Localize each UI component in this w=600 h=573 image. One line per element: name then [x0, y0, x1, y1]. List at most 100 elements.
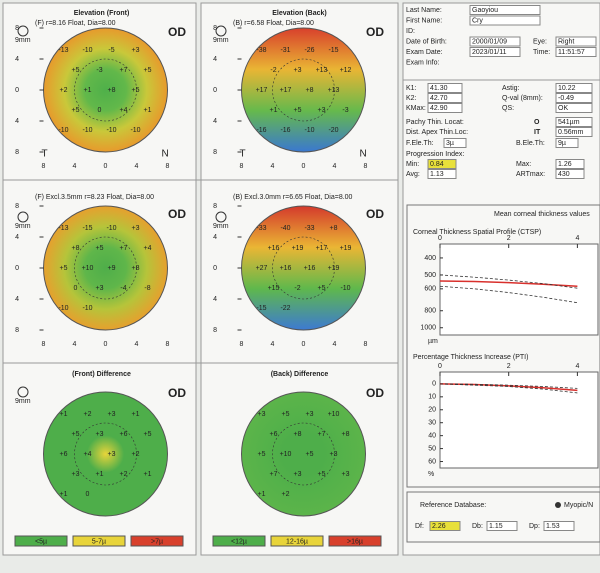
series-line: [439, 383, 578, 389]
value-box: [469, 47, 521, 57]
label: First Name:: [406, 17, 442, 24]
map: [43, 391, 168, 517]
map-value: +13: [328, 87, 340, 94]
chart-title: Corneal Thickness Spatial Profile (CTSP): [413, 229, 541, 236]
map-value: +3: [342, 471, 350, 478]
map-value: -13: [58, 47, 68, 54]
side-label: T: [42, 149, 48, 160]
value: 42.70: [430, 95, 448, 102]
map-value: +3: [294, 471, 302, 478]
eye-label: OD: [168, 207, 186, 221]
legend-label: >16µ: [347, 538, 363, 545]
map-value: +5: [96, 245, 104, 252]
x-tick-label: 4: [135, 341, 139, 348]
map-value: -15: [82, 225, 92, 232]
value: 2000/01/09: [472, 38, 507, 45]
map-ring: [272, 58, 335, 122]
map-value: +1: [96, 471, 104, 478]
map-value: +3: [96, 285, 104, 292]
x-tick-label: 4: [73, 163, 77, 170]
scale-icon: [215, 211, 227, 223]
value-box: [427, 159, 457, 169]
map-value: +2: [282, 491, 290, 498]
map-value: -16: [280, 127, 290, 134]
label: Exam Date:: [406, 49, 443, 56]
x-tick-label: 4: [271, 163, 275, 170]
value: 0.84: [430, 161, 444, 168]
map-value: +16: [280, 265, 292, 272]
x-tick-label: 8: [166, 341, 170, 348]
eye-label: OD: [366, 386, 384, 400]
scale-icon: [17, 386, 29, 398]
map-value: -3: [96, 67, 102, 74]
map-value: -31: [280, 47, 290, 54]
y-tick-label: 800: [424, 308, 436, 315]
map-ring: [272, 422, 335, 486]
map-value: +1: [84, 87, 92, 94]
y-tick-label: 8: [213, 327, 217, 334]
x-tick-label: 2: [507, 363, 511, 370]
label: Avg:: [406, 171, 420, 178]
map-value: +3: [108, 411, 116, 418]
map-value: +5: [72, 107, 80, 114]
x-tick-label: 4: [333, 163, 337, 170]
label: Pachy Thin. Locat:: [406, 119, 464, 126]
label: Exam Info:: [406, 59, 440, 66]
x-tick-label: 0: [302, 163, 306, 170]
scale-label: 9mm: [213, 223, 229, 230]
radio[interactable]: [555, 502, 561, 508]
y-tick-label: 8: [213, 149, 217, 156]
value-box: [555, 117, 593, 127]
y-tick-label: 30: [428, 420, 436, 427]
legend-swatch: [328, 535, 382, 547]
scale-label: 9mm: [15, 37, 31, 44]
legend-swatch: [270, 535, 324, 547]
value: Gaoyiou: [472, 7, 498, 14]
map-value: -4: [120, 285, 126, 292]
map-value: -15: [256, 305, 266, 312]
legend-label: <5µ: [35, 538, 47, 545]
y-tick-label: 4: [213, 296, 217, 303]
map-value: +17: [280, 87, 292, 94]
x-tick-label: 8: [364, 341, 368, 348]
series-line: [439, 285, 578, 304]
map-value: +4: [84, 451, 92, 458]
map-value: +17: [316, 245, 328, 252]
side-label: N: [360, 149, 367, 160]
map-value: +3: [258, 411, 266, 418]
y-tick-label: 20: [428, 407, 436, 414]
map-value: +6: [270, 431, 278, 438]
value: 41.30: [430, 85, 448, 92]
y-tick-label: 1000: [420, 325, 436, 332]
map-value: -8: [144, 285, 150, 292]
map-ring: [272, 236, 335, 300]
value: 42.90: [430, 105, 448, 112]
value-box: [469, 15, 541, 26]
map-value: +7: [120, 67, 128, 74]
value: 1.53: [546, 523, 560, 530]
map-value: -13: [58, 225, 68, 232]
scale-icon: [215, 25, 227, 37]
map-value: +2: [60, 87, 68, 94]
y-tick-label: 8: [15, 25, 19, 32]
series-line: [439, 383, 578, 394]
map-value: -16: [256, 127, 266, 134]
map-value: +3: [294, 67, 302, 74]
map-value: +10: [82, 265, 94, 272]
map-value: +5: [144, 67, 152, 74]
scale-icon: [17, 211, 29, 223]
x-tick-label: 2: [507, 235, 511, 242]
value: Cry: [472, 17, 483, 24]
map-value: 0: [98, 107, 102, 114]
label: K1:: [406, 85, 417, 92]
map-value: +3: [132, 47, 140, 54]
value-box: [555, 169, 585, 179]
x-tick-label: 4: [575, 363, 579, 370]
map-value: +3: [330, 451, 338, 458]
code: IT: [534, 129, 541, 136]
y-tick-label: 60: [428, 458, 436, 465]
map-value: +8: [294, 431, 302, 438]
value: 0.56mm: [558, 129, 583, 136]
